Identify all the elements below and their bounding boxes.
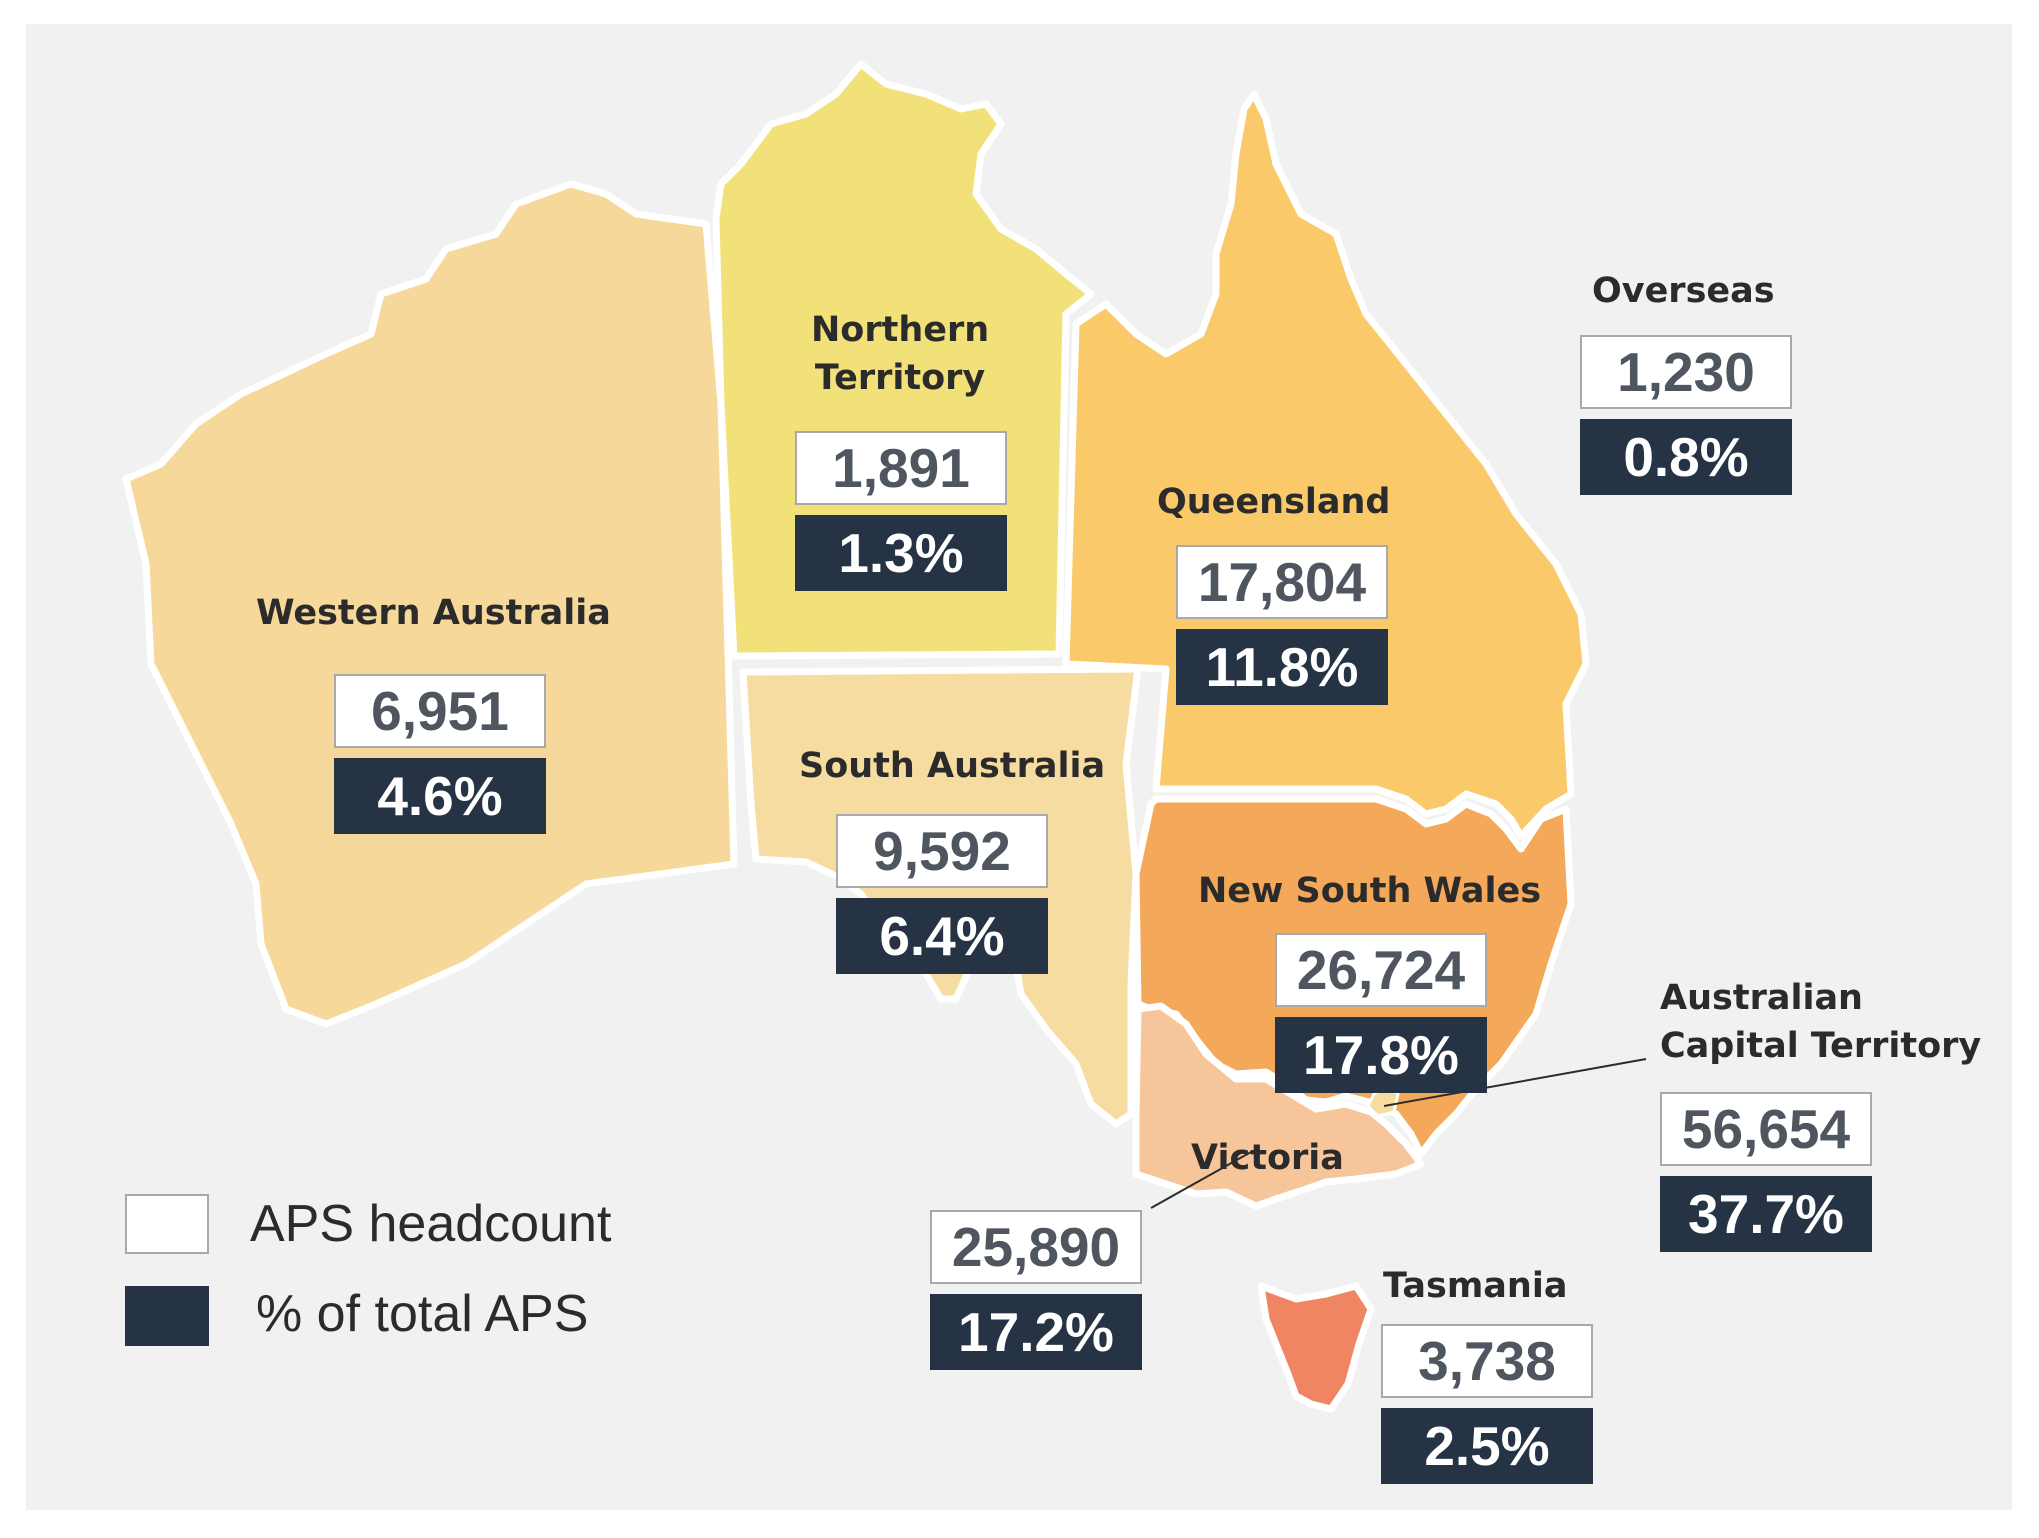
northern-territory-headcount: 1,891: [795, 431, 1007, 505]
legend-headcount-label: APS headcount: [250, 1195, 612, 1253]
northern-territory-stats: 1,891 1.3%: [795, 431, 1007, 591]
act-label-line1: Australian: [1660, 978, 1863, 1018]
act-percent: 37.7%: [1660, 1176, 1872, 1252]
map-canvas: Western Australia 6,951 4.6% Northern Te…: [26, 24, 2012, 1510]
south-australia-stats: 9,592 6.4%: [836, 814, 1048, 974]
northern-territory-label: Northern Territory: [811, 306, 989, 402]
victoria-percent: 17.2%: [930, 1294, 1142, 1370]
new-south-wales-stats: 26,724 17.8%: [1275, 933, 1487, 1093]
act-headcount: 56,654: [1660, 1092, 1872, 1166]
region-tasmania: [1257, 1282, 1375, 1413]
act-label: Australian Capital Territory: [1660, 974, 1981, 1070]
tasmania-label: Tasmania: [1383, 1266, 1568, 1306]
new-south-wales-headcount: 26,724: [1275, 933, 1487, 1007]
queensland-stats: 17,804 11.8%: [1176, 545, 1388, 705]
overseas-percent: 0.8%: [1580, 419, 1792, 495]
overseas-label: Overseas: [1592, 271, 1775, 311]
south-australia-label: South Australia: [799, 746, 1106, 786]
new-south-wales-percent: 17.8%: [1275, 1017, 1487, 1093]
victoria-stats: 25,890 17.2%: [930, 1210, 1142, 1370]
victoria-label: Victoria: [1191, 1138, 1344, 1178]
northern-territory-percent: 1.3%: [795, 515, 1007, 591]
overseas-headcount: 1,230: [1580, 335, 1792, 409]
northern-territory-label-line1: Northern: [811, 310, 990, 350]
region-northern-territory: [712, 60, 1095, 660]
region-western-australia: [122, 180, 738, 1028]
northern-territory-label-line2: Territory: [814, 358, 986, 398]
tasmania-headcount: 3,738: [1381, 1324, 1593, 1398]
legend-headcount-swatch: [125, 1194, 209, 1254]
western-australia-headcount: 6,951: [334, 674, 546, 748]
victoria-leader-line: [1150, 1151, 1252, 1209]
western-australia-percent: 4.6%: [334, 758, 546, 834]
tasmania-stats: 3,738 2.5%: [1381, 1324, 1593, 1484]
region-queensland: [1062, 90, 1590, 840]
western-australia-label: Western Australia: [256, 593, 611, 633]
queensland-percent: 11.8%: [1176, 629, 1388, 705]
queensland-headcount: 17,804: [1176, 545, 1388, 619]
act-label-line2: Capital Territory: [1660, 1026, 1982, 1066]
act-leader-line: [1383, 1058, 1647, 1107]
victoria-headcount: 25,890: [930, 1210, 1142, 1284]
region-victoria: [1132, 1002, 1425, 1210]
tasmania-percent: 2.5%: [1381, 1408, 1593, 1484]
act-stats: 56,654 37.7%: [1660, 1092, 1872, 1252]
south-australia-headcount: 9,592: [836, 814, 1048, 888]
western-australia-stats: 6,951 4.6%: [334, 674, 546, 834]
legend-percent-label: % of total APS: [256, 1285, 589, 1343]
queensland-label: Queensland: [1157, 482, 1391, 522]
legend-percent-swatch: [125, 1286, 209, 1346]
new-south-wales-label: New South Wales: [1198, 871, 1542, 911]
south-australia-percent: 6.4%: [836, 898, 1048, 974]
overseas-stats: 1,230 0.8%: [1580, 335, 1792, 495]
